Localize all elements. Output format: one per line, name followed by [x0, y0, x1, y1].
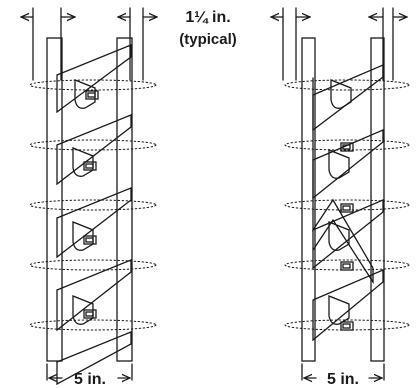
right-truss-slats [312, 64, 384, 342]
right-truss [284, 37, 410, 362]
left-truss-rails [46, 37, 133, 362]
left-truss-hardware [83, 90, 99, 319]
spacing-label-line1: 1¼ in. [185, 9, 230, 26]
right-truss-brackets [328, 79, 352, 325]
right-truss-rails [301, 37, 385, 362]
bottom-dimension-lines [46, 363, 385, 380]
width-label-right: 5 in. [327, 371, 359, 388]
right-truss-hardware [340, 142, 354, 331]
width-label-left: 5 in. [74, 371, 106, 388]
left-truss-brackets [72, 79, 96, 325]
left-truss-spacing-rings [29, 79, 157, 331]
spacing-label-line2: (typical) [179, 31, 237, 48]
left-truss [29, 37, 157, 386]
right-truss-spacing-rings [284, 79, 410, 331]
left-truss-slats [56, 44, 132, 386]
right-truss-zigzag [312, 77, 374, 285]
